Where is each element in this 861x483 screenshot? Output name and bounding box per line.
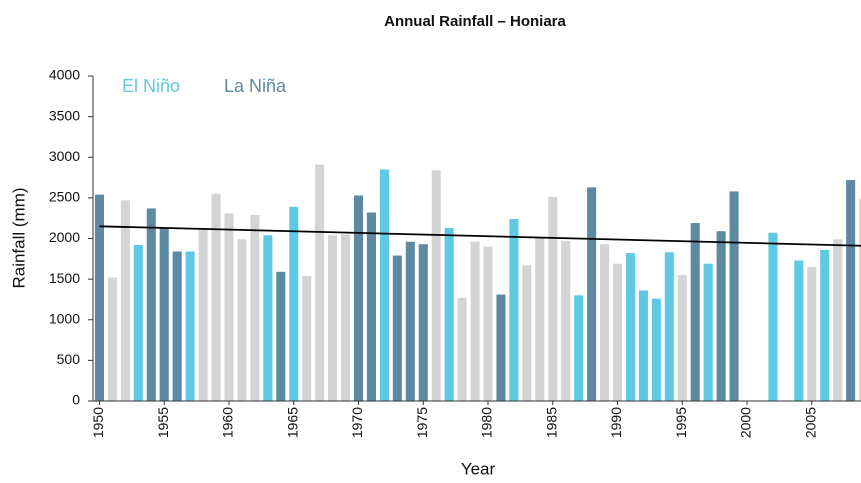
bar — [224, 213, 234, 401]
trend-line — [99, 225, 861, 247]
bar — [315, 164, 325, 401]
y-tick-label: 3500 — [49, 107, 80, 123]
y-axis-title: Rainfall (mm) — [9, 187, 28, 288]
chart-title: Annual Rainfall – Honiara — [384, 13, 566, 30]
x-tick-label: 1970 — [349, 407, 365, 438]
x-tick-label: 1995 — [673, 407, 689, 438]
bar — [146, 208, 156, 401]
bar — [328, 235, 338, 401]
bar — [625, 253, 636, 401]
x-tick-label: 1950 — [90, 407, 106, 438]
bar — [185, 251, 195, 401]
bar — [237, 239, 247, 401]
bar — [353, 195, 364, 401]
bar — [483, 246, 493, 401]
bar — [729, 191, 739, 401]
bar — [366, 212, 376, 401]
bar — [276, 271, 286, 401]
y-tick-label: 500 — [57, 351, 81, 367]
y-tick-label: 0 — [72, 392, 80, 408]
bar — [574, 295, 584, 401]
bar — [470, 241, 480, 401]
x-axis-title: Year — [461, 459, 496, 478]
bar — [444, 227, 454, 401]
x-tick-label: 1975 — [414, 407, 430, 438]
x-tick-label: 2005 — [802, 407, 818, 438]
bar — [457, 297, 467, 401]
bar — [289, 206, 299, 401]
bar — [405, 241, 415, 401]
y-tick-label: 1000 — [49, 310, 80, 326]
bar — [794, 260, 804, 401]
bar — [690, 223, 700, 401]
bar — [198, 228, 208, 401]
bar — [172, 251, 182, 401]
bar — [807, 266, 817, 401]
bar — [716, 231, 726, 401]
bar — [833, 239, 843, 401]
bar — [418, 244, 428, 401]
x-tick-label: 1965 — [284, 407, 300, 438]
bar — [94, 194, 105, 401]
x-tick-label: 1980 — [479, 407, 495, 438]
bar — [846, 180, 856, 401]
bar — [587, 187, 597, 401]
bar — [120, 200, 130, 401]
x-tick-label: 1955 — [155, 407, 171, 438]
x-tick-label: 2000 — [738, 407, 754, 438]
bar — [820, 249, 830, 401]
y-tick-label: 4000 — [49, 67, 80, 83]
x-tick-label: 1990 — [608, 407, 624, 438]
y-tick-label: 2500 — [49, 189, 80, 205]
bar — [703, 263, 713, 401]
bar — [561, 240, 571, 401]
bar — [250, 214, 260, 401]
x-tick-label: 1985 — [543, 407, 559, 438]
bar — [159, 227, 169, 401]
bar — [664, 252, 674, 401]
bar — [392, 255, 402, 401]
legend-label: La Niña — [224, 76, 287, 96]
bar — [535, 237, 545, 401]
bar — [379, 169, 389, 401]
y-tick-label: 2000 — [49, 229, 80, 245]
bar — [133, 245, 143, 401]
bar — [431, 170, 441, 401]
x-tick-label: 1960 — [220, 407, 236, 438]
bar — [859, 198, 861, 401]
bar — [548, 197, 558, 401]
bar — [263, 235, 273, 401]
bar — [509, 219, 519, 401]
bar — [522, 265, 532, 401]
legend-label: El Niño — [122, 76, 180, 96]
bar — [651, 298, 661, 401]
bar — [600, 244, 610, 401]
bar — [107, 277, 117, 401]
y-tick-label: 3000 — [49, 148, 80, 164]
bar — [302, 275, 312, 401]
bar — [638, 290, 648, 401]
bar — [612, 263, 623, 401]
y-tick-label: 1500 — [49, 270, 80, 286]
bar — [677, 275, 687, 401]
bar — [496, 294, 506, 401]
bar — [768, 232, 778, 401]
bar — [211, 193, 221, 401]
bar — [341, 234, 351, 401]
